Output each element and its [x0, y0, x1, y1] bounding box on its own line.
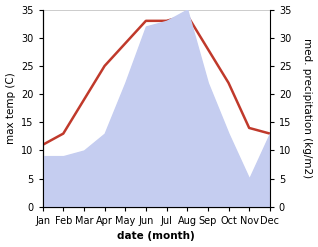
X-axis label: date (month): date (month)	[117, 231, 195, 242]
Y-axis label: max temp (C): max temp (C)	[5, 72, 16, 144]
Y-axis label: med. precipitation (kg/m2): med. precipitation (kg/m2)	[302, 38, 313, 178]
